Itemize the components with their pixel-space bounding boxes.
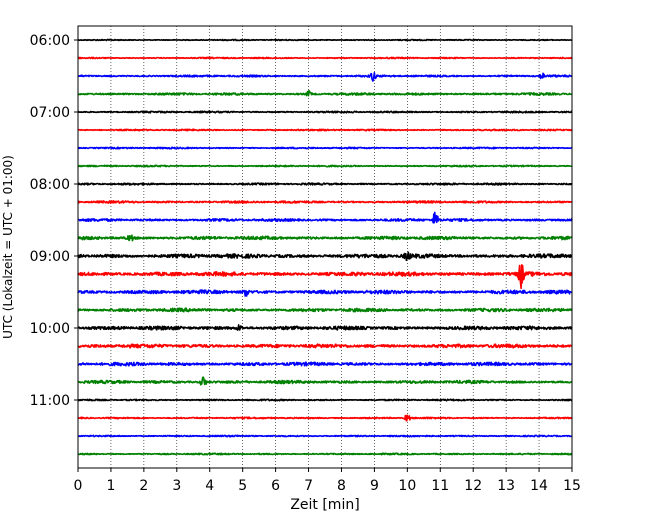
y-axis-ticks: 06:00 07:00 08:00 09:00 10:00 11:00: [30, 33, 78, 409]
trace-0845: [77, 234, 573, 242]
y-tick-label: 10:00: [30, 321, 70, 337]
vertical-grid: [110, 26, 540, 468]
x-axis-ticks: 0 1 2 3 4 5 6 7 8 9 10 11 12 13 14 15: [74, 468, 581, 494]
trace-1145: [77, 452, 573, 456]
trace-0715: [77, 128, 573, 132]
x-tick-label: 14: [530, 478, 548, 494]
trace-0930: [77, 289, 573, 297]
y-tick-label: 06:00: [30, 33, 70, 49]
trace-0700: [77, 110, 573, 114]
trace-0615: [77, 56, 573, 60]
seismic-traces: [77, 38, 573, 456]
y-tick-label: 11:00: [30, 393, 70, 409]
x-tick-label: 3: [172, 478, 181, 494]
trace-0815: [77, 200, 573, 204]
trace-1000: [77, 324, 573, 331]
x-tick-label: 9: [370, 478, 379, 494]
trace-0745: [77, 164, 573, 168]
x-tick-label: 1: [106, 478, 115, 494]
x-tick-label: 7: [304, 478, 313, 494]
x-axis-label: Zeit [min]: [290, 497, 359, 513]
trace-1045: [77, 376, 573, 386]
trace-1030: [77, 361, 573, 367]
trace-0645: [77, 89, 573, 97]
trace-0900: [77, 251, 573, 262]
trace-1100: [77, 398, 573, 402]
trace-0830: [77, 211, 573, 224]
y-tick-label: 08:00: [30, 177, 70, 193]
x-tick-label: 11: [431, 478, 449, 494]
trace-0800: [77, 182, 573, 186]
y-tick-label: 07:00: [30, 105, 70, 121]
x-tick-label: 6: [271, 478, 280, 494]
trace-0945: [77, 307, 573, 313]
x-tick-label: 12: [464, 478, 482, 494]
y-axis-label: UTC (Lokalzeit = UTC + 01:00): [1, 155, 15, 339]
trace-0630: [77, 71, 573, 82]
x-tick-label: 10: [398, 478, 416, 494]
y-tick-label: 09:00: [30, 249, 70, 265]
trace-1130: [77, 434, 573, 438]
x-tick-label: 5: [238, 478, 247, 494]
x-tick-label: 8: [337, 478, 346, 494]
trace-1115: [77, 414, 573, 422]
trace-0915: [77, 264, 573, 290]
x-tick-label: 15: [563, 478, 581, 494]
x-tick-label: 4: [205, 478, 214, 494]
x-tick-label: 13: [497, 478, 515, 494]
trace-0730: [77, 146, 573, 150]
plot-frame: [77, 25, 573, 469]
x-tick-label: 0: [74, 478, 83, 494]
x-tick-label: 2: [139, 478, 148, 494]
trace-0600: [77, 38, 573, 42]
trace-1015: [77, 343, 573, 349]
